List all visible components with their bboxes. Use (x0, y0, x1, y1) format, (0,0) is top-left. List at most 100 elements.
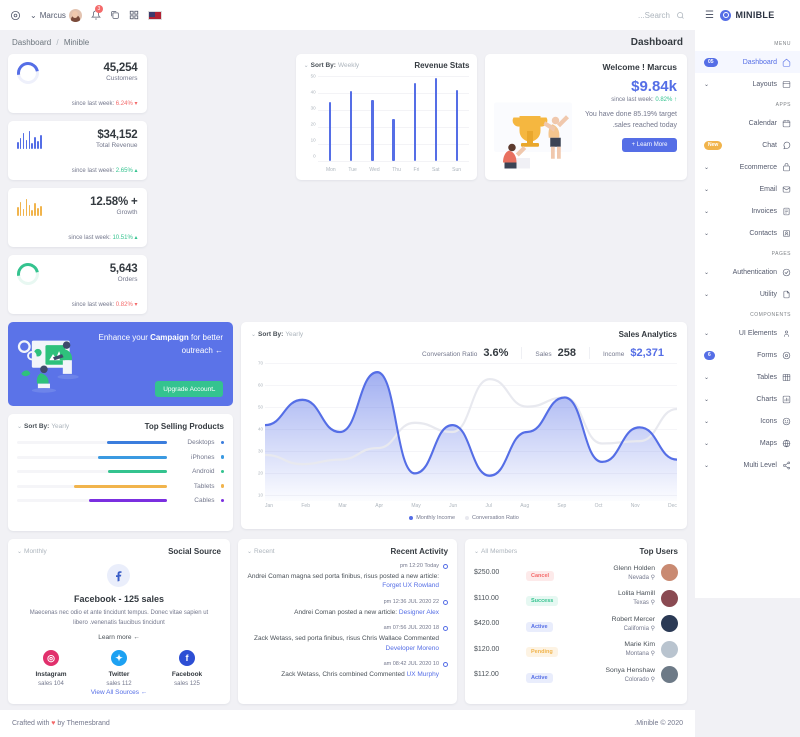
sidebar-item-multi-level[interactable]: ⌄ Multi Level (695, 454, 800, 476)
sidebar-section-title: MENU (774, 41, 791, 47)
search-input[interactable]: ...Search (637, 10, 670, 20)
apps-grid-icon[interactable] (129, 10, 139, 20)
sidebar-item-contacts[interactable]: ⌄ Contacts (695, 222, 800, 244)
fullscreen-icon[interactable] (110, 10, 120, 20)
sidebar-item-layouts[interactable]: ⌄ Layouts (695, 73, 800, 95)
sidebar-item-ecommerce[interactable]: ⌄ Ecommerce (695, 156, 800, 178)
x-tick: Thu (392, 167, 401, 173)
sidebar-item-utility[interactable]: ⌄ Utility (695, 283, 800, 305)
status-badge-wrap: Success (526, 589, 559, 607)
product-row[interactable]: Android (17, 468, 224, 475)
stat-since-label: since last week: (71, 168, 115, 174)
chevron-down-icon: ⌄ (246, 549, 253, 555)
avatar[interactable] (661, 564, 678, 582)
chevron-down-icon: ⌄ (704, 462, 710, 469)
sort-by-control[interactable]: ⌄ Recent (247, 548, 275, 555)
sidebar-item-label: Utility (759, 290, 777, 298)
sort-by-control[interactable]: ⌄ Sort By: Weekly (304, 62, 360, 69)
stat-card-total-revenue[interactable]: $34,152 Total Revenue since last week: 2… (8, 121, 147, 180)
search-icon[interactable] (676, 11, 685, 20)
chart-x-axis: Jan Feb Mar Apr May Jun Jul Aug Sep Oct Nov Dec (265, 503, 677, 509)
status-badge-wrap: Active (526, 615, 553, 633)
progress-track (17, 499, 167, 502)
user-location: Nevada ⚲ (628, 574, 655, 581)
breadcrumb-root[interactable]: Dashboard (12, 37, 52, 47)
table-row[interactable]: $420.00 Active Robert Mercer California ⚲ (474, 611, 678, 637)
sidebar-item-email[interactable]: ⌄ Email (695, 178, 800, 200)
sidebar-item-chat[interactable]: New Chat (695, 134, 800, 156)
sidebar-item-calendar[interactable]: Calendar (695, 112, 800, 134)
sidebar-item-invoices[interactable]: ⌄ Invoices (695, 200, 800, 222)
sidebar-item-icons[interactable]: ⌄ Icons (695, 410, 800, 432)
activity-link[interactable]: Designer Alex (398, 608, 440, 616)
sidebar-item-charts[interactable]: ⌄ Charts (695, 388, 800, 410)
sidebar-item-tables[interactable]: ⌄ Tables (695, 366, 800, 388)
learn-more-link[interactable]: Learn more ← (98, 634, 140, 642)
sidebar-item-label: UI Elements (738, 329, 777, 337)
sort-by-value: Yearly (285, 331, 304, 338)
timeline-dot-icon (443, 662, 449, 668)
stat-value: 45,254 (103, 62, 138, 74)
avatar[interactable] (68, 8, 82, 22)
sidebar-item-maps[interactable]: ⌄ Maps (695, 432, 800, 454)
welcome-desc-line2: .sales reached today (612, 121, 677, 129)
x-tick: Jan (265, 503, 274, 509)
activity-link[interactable]: Forget UX Rowland (382, 582, 440, 590)
gear-icon[interactable] (10, 10, 21, 21)
table-row[interactable]: $250.00 Cancel Glenn Holden Nevada ⚲ (474, 560, 678, 586)
sidebar-item-ui-elements[interactable]: ⌄ UI Elements (695, 322, 800, 344)
progress-track (17, 484, 167, 488)
smile-icon (782, 417, 791, 426)
activity-text: Zack Wetass, sed porta finibus, risus Ch… (254, 634, 440, 652)
activity-text: Zack Wetass, Chris combined Commented UX… (281, 670, 440, 678)
sort-by-control[interactable]: ⌄ All Members (474, 548, 517, 555)
avatar[interactable] (661, 640, 678, 658)
activity-link[interactable]: UX Murphy (406, 670, 440, 678)
table-row[interactable]: $112.00 Active Sonya Henshaw Colorado ⚲ (474, 662, 678, 688)
sidebar-item-dashboard[interactable]: 05 Dashboard (695, 51, 800, 73)
sort-by-control[interactable]: ⌄ Sort By: Yearly (251, 331, 303, 338)
product-row[interactable]: Desktops (17, 439, 224, 446)
social-item-facebook[interactable]: f Facebook sales 125 (153, 650, 221, 687)
left-stack: Enhance your Campaign for better outreac… (8, 322, 233, 531)
table-row[interactable]: $120.00 Pending Marie Kim Montana ⚲ (474, 637, 678, 663)
activity-time: am 07:56 JUL 2020 18 (383, 625, 440, 632)
x-tick: Sun (452, 167, 462, 173)
welcome-since-label: since last week: (611, 97, 654, 103)
activity-time: am 08:42 JUL 2020 10 (383, 661, 440, 668)
user-amount: $420.00 (474, 620, 500, 628)
product-row[interactable]: iPhones (17, 454, 224, 461)
product-row[interactable]: Cables (17, 497, 224, 504)
chat-icon (782, 141, 791, 150)
y-tick: 20 (257, 470, 263, 476)
welcome-content: Welcome ! Marcus $9.84k since last week:… (562, 62, 677, 152)
stat-card-customers[interactable]: 45,254 Customers since last week: 6.24% … (8, 54, 147, 113)
legend-item-monthly-income[interactable]: Monthly Income (409, 515, 455, 521)
stat-card-growth[interactable]: 12.58% + Growth since last week: 10.51% … (8, 188, 147, 247)
sidebar-item-forms[interactable]: 6 Forms (695, 344, 800, 366)
sidebar-item-authentication[interactable]: ⌄ Authentication (695, 261, 800, 283)
sort-by-control[interactable]: ⌄ Monthly (17, 548, 47, 555)
social-item-instagram[interactable]: ◎ Instagram sales 104 (17, 650, 85, 687)
table-row[interactable]: $110.00 Success Lolita Hamill Texas ⚲ (474, 586, 678, 612)
avatar[interactable] (661, 615, 678, 633)
product-row[interactable]: Tablets (17, 483, 224, 490)
brand-logo[interactable]: MINIBLE (720, 0, 774, 30)
campaign-line1-bold: Campaign (150, 333, 189, 342)
legend-item-conversation-ratio[interactable]: Conversation Ratio (465, 515, 519, 521)
chevron-down-icon: ⌄ (704, 291, 710, 298)
user-menu[interactable]: ⌄ Marcus (30, 8, 82, 22)
upgrade-account-button[interactable]: Upgrade Accountـ (155, 381, 223, 397)
social-item-twitter[interactable]: ✦ Twitter sales 112 (85, 650, 153, 687)
bell-icon[interactable]: 3 (90, 5, 103, 20)
view-all-sources-link[interactable]: View All Sources ← (90, 689, 148, 696)
activity-link[interactable]: Developer Moreno (385, 644, 440, 652)
learn-more-button[interactable]: + Learn More (622, 138, 677, 152)
stat-card-orders[interactable]: 5,643 Orders since last week: 0.82% ▾ (8, 255, 147, 314)
sort-by-control[interactable]: ⌄ Sort By: Yearly (17, 423, 69, 430)
avatar[interactable] (661, 666, 678, 684)
x-tick: May (411, 503, 421, 509)
hamburger-icon[interactable]: ☰ (705, 9, 714, 21)
us-flag-icon[interactable] (147, 10, 162, 20)
avatar[interactable] (661, 589, 678, 607)
